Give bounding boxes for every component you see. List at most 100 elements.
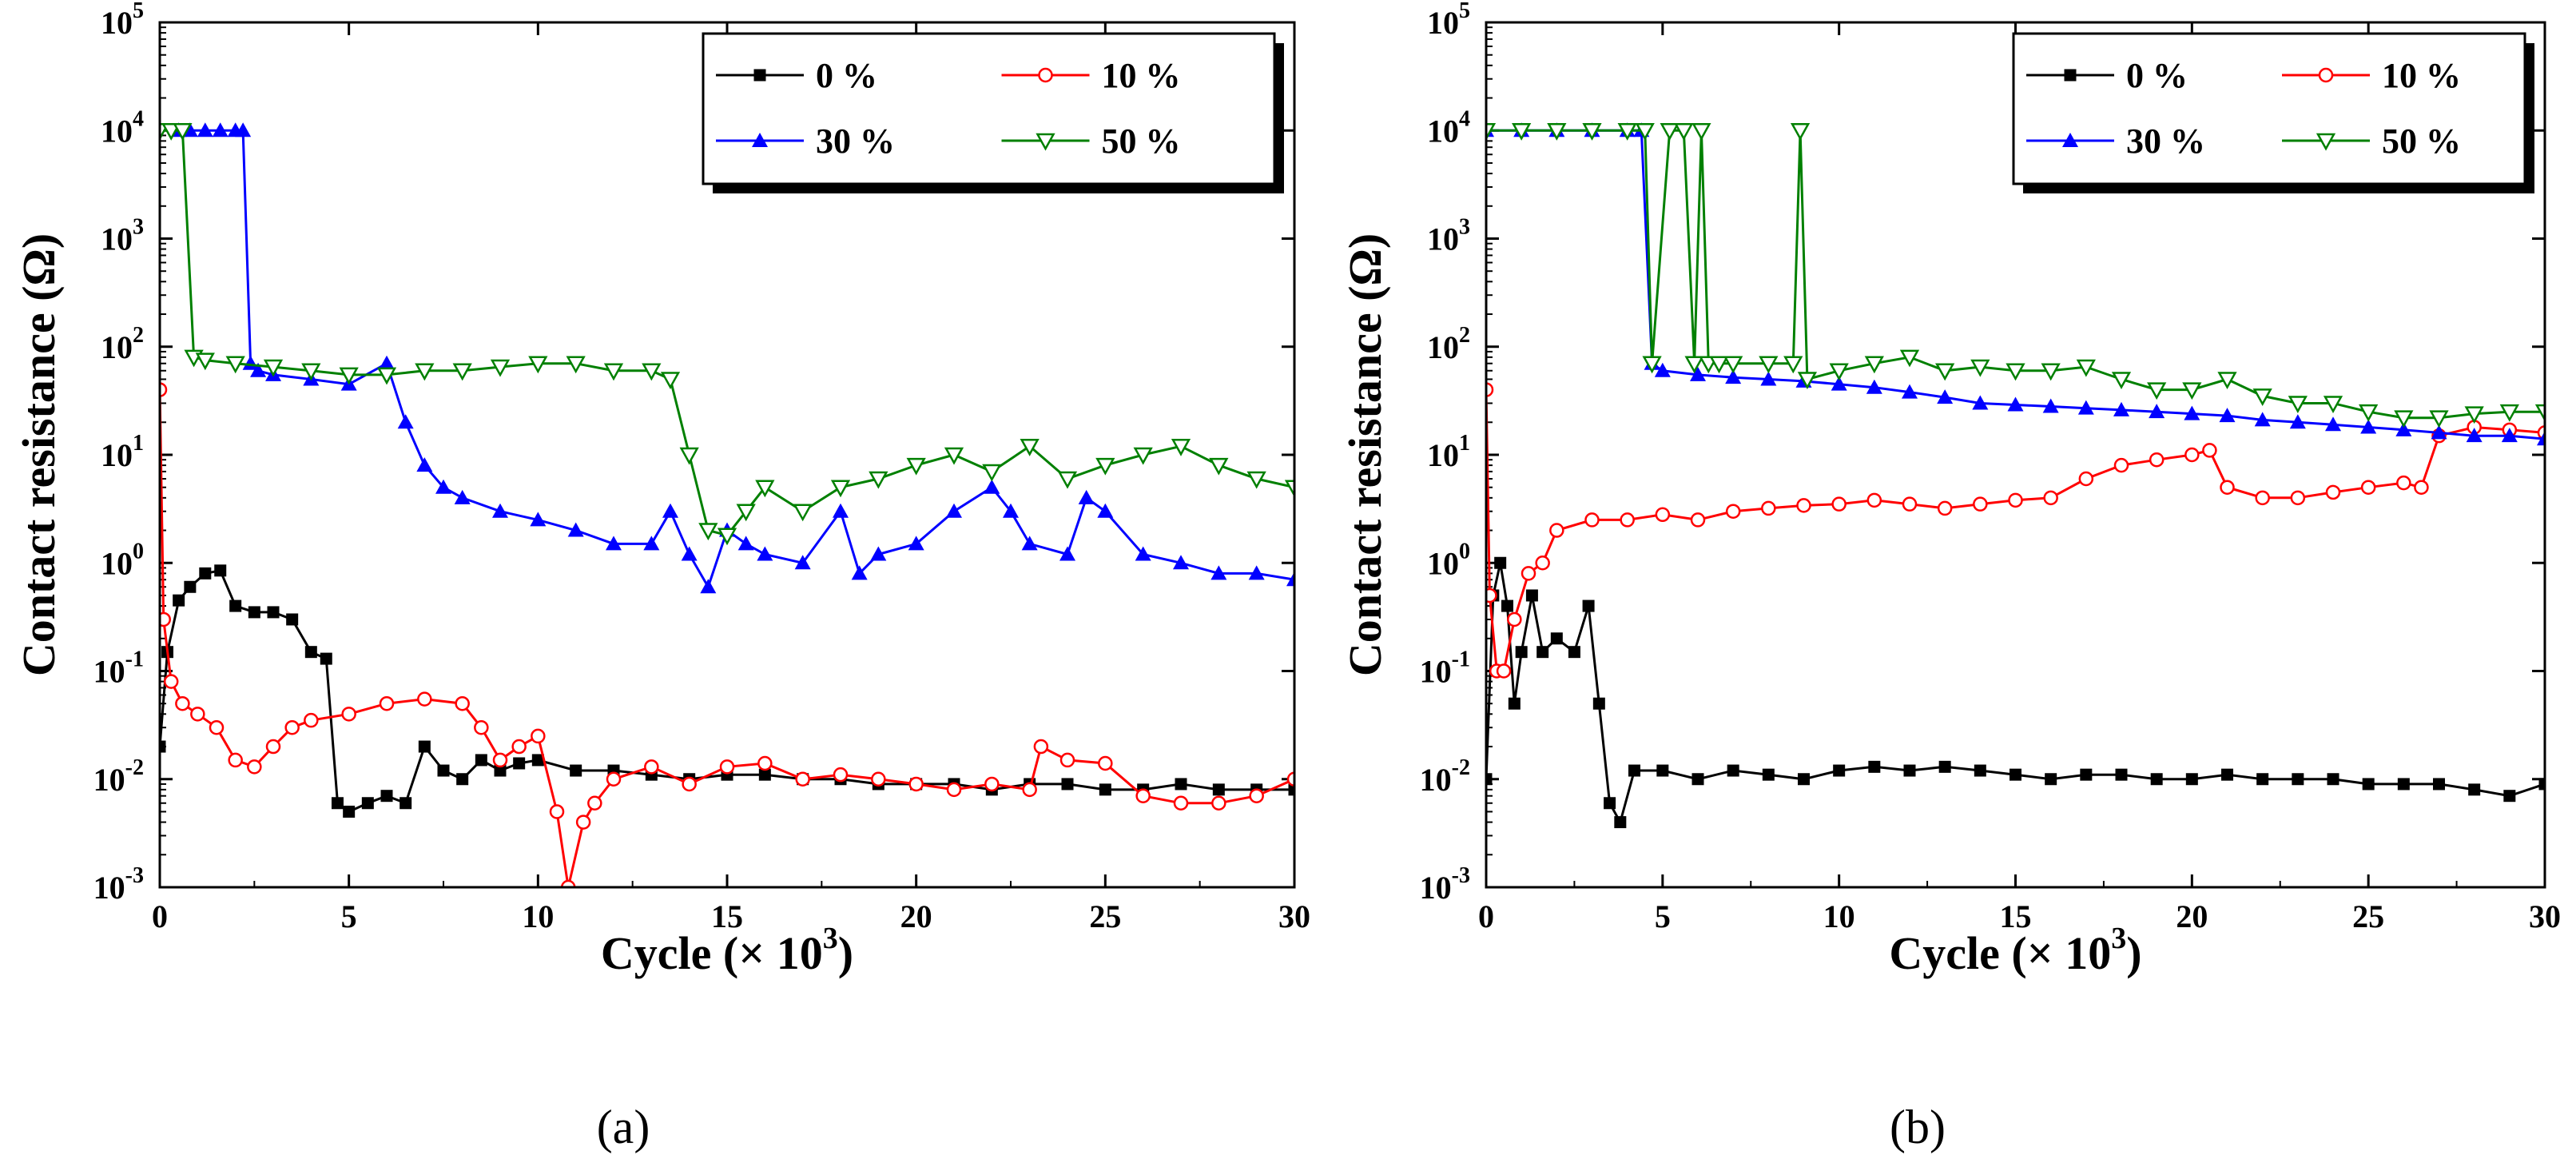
data-point (642, 363, 662, 381)
y-tick-label: 101 (1427, 431, 1470, 473)
data-point (1248, 565, 1265, 580)
data-point (794, 555, 811, 570)
data-point (2221, 768, 2233, 781)
legend-box (702, 32, 1276, 185)
data-point (1760, 371, 1777, 386)
data-point (1059, 546, 1075, 561)
data-point (531, 754, 544, 767)
y-tick-label: 105 (101, 0, 144, 41)
data-point (1098, 755, 1113, 771)
panel-a: 10-3 10-2 10-1 100 101 102 103 104 105 0 5 10 15 20 25… (13, 0, 1310, 1153)
data-point (1709, 356, 1729, 374)
y-tick-label: 10-1 (93, 647, 144, 690)
x-tick-label: 0 (1478, 898, 1494, 934)
data-point (163, 674, 179, 689)
data-point (946, 782, 962, 798)
y-tick-label: 10-2 (93, 755, 144, 798)
data-point (197, 122, 213, 137)
data-point (1021, 536, 1038, 551)
data-point (1550, 632, 1563, 645)
data-point (1171, 439, 1191, 456)
data-point (1515, 646, 1528, 659)
data-point (643, 536, 660, 551)
data-point (1831, 496, 1847, 512)
data-point (906, 457, 926, 476)
data-point (1057, 471, 1078, 489)
data-point (758, 768, 771, 781)
data-point (1020, 439, 1040, 456)
y-tick-label: 100 (101, 539, 144, 581)
data-point (869, 471, 888, 489)
data-point (2182, 382, 2202, 400)
data-point (851, 565, 868, 580)
data-point (908, 536, 924, 551)
data-point (341, 707, 356, 722)
data-point (606, 536, 622, 551)
legend: 0 % 10 % 30 % 50 % (702, 32, 1284, 193)
data-point (415, 363, 435, 381)
data-point (1903, 764, 1916, 777)
data-point (2010, 768, 2021, 781)
data-point (2255, 490, 2270, 506)
y-axis-title: Contact resistance (Ω) (13, 233, 65, 676)
data-point (331, 797, 344, 810)
series-0 (1486, 556, 2545, 829)
data-point (1284, 480, 1294, 498)
data-point (2501, 428, 2518, 443)
data-point (1684, 356, 1704, 374)
data-point (1723, 356, 1743, 374)
data-point (2007, 396, 2024, 412)
data-point (606, 771, 622, 787)
data-point (1525, 589, 1538, 602)
data-point (455, 695, 470, 711)
data-point (2288, 396, 2308, 414)
data-point (454, 489, 471, 504)
data-point (2323, 396, 2343, 414)
data-point (2185, 773, 2198, 786)
legend-marker (2064, 69, 2077, 82)
data-point (379, 355, 395, 370)
legend-marker (2316, 133, 2336, 151)
data-point (1512, 123, 1532, 141)
data-point (1501, 599, 1513, 612)
legend-marker (752, 133, 768, 147)
data-point (2499, 404, 2519, 422)
data-point (1899, 349, 1920, 368)
data-point (2292, 773, 2304, 786)
data-point (1674, 123, 1694, 141)
data-point (2149, 452, 2165, 468)
x-axis-title: Cycle (× 103) (601, 922, 853, 979)
data-point (1486, 382, 1494, 397)
data-point (2008, 492, 2023, 508)
data-point (2202, 443, 2217, 458)
data-point (682, 776, 697, 792)
data-point (418, 740, 431, 753)
x-tick-label: 0 (152, 898, 168, 934)
y-tick-label: 105 (1427, 0, 1470, 41)
data-point (2111, 372, 2132, 390)
legend: 0 % 10 % 30 % 50 % (2012, 32, 2534, 193)
legend-label-10: 10 % (1102, 56, 1181, 95)
data-point (1783, 356, 1803, 374)
data-point (2042, 398, 2059, 413)
data-point (1078, 489, 1095, 504)
data-point (698, 523, 718, 541)
data-point (1655, 507, 1671, 523)
data-point (2080, 768, 2093, 781)
data-point (1494, 556, 1507, 569)
data-point (235, 122, 252, 137)
x-tick-label: 5 (1655, 898, 1671, 934)
data-point (2464, 406, 2484, 424)
data-point (1620, 512, 1635, 528)
data-point (700, 579, 717, 594)
data-point (320, 652, 332, 665)
data-point (1725, 369, 1742, 384)
data-point (1486, 123, 1497, 141)
data-point (2256, 773, 2269, 786)
data-point (2115, 768, 2128, 781)
data-point (2184, 405, 2200, 420)
data-point (2534, 404, 2545, 422)
data-point (1286, 572, 1294, 587)
data-point (944, 447, 964, 465)
